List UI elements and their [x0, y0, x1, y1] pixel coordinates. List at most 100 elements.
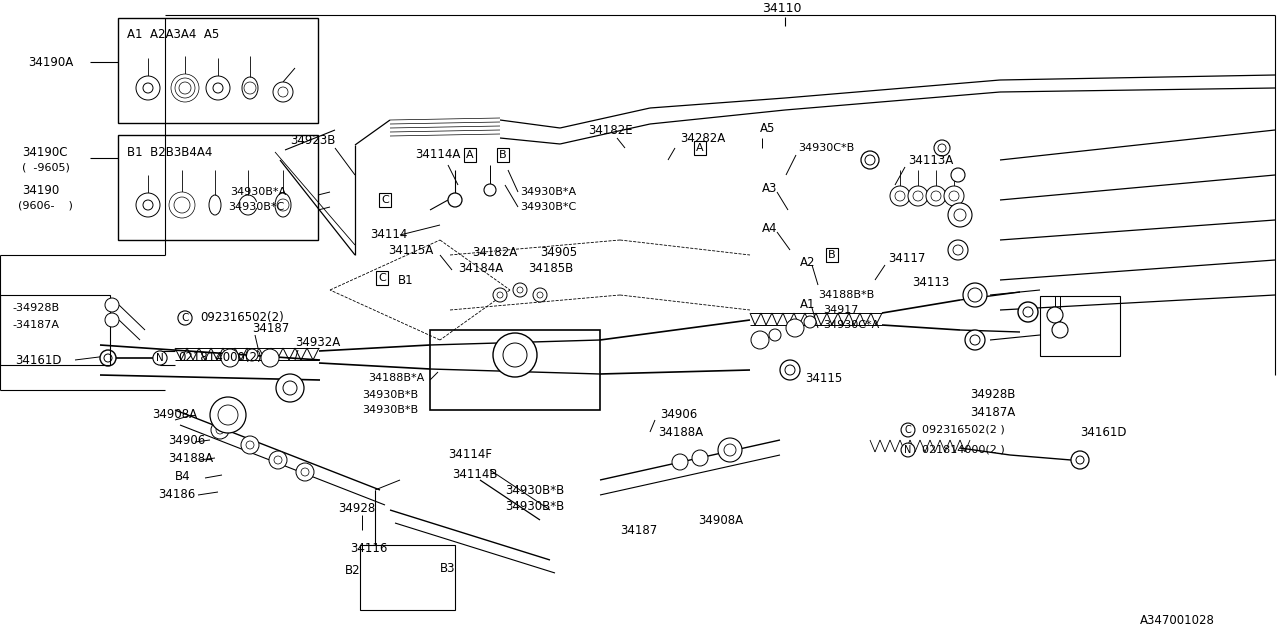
Text: 34190C: 34190C [22, 147, 68, 159]
Text: 092316502(2): 092316502(2) [200, 312, 284, 324]
Text: 34114F: 34114F [448, 449, 492, 461]
Circle shape [261, 349, 279, 367]
Circle shape [301, 468, 308, 476]
Circle shape [1023, 307, 1033, 317]
Circle shape [484, 184, 497, 196]
Text: C: C [381, 195, 389, 205]
Bar [0, 295, 110, 365]
Text: B1  B2B3B4A4: B1 B2B3B4A4 [127, 145, 212, 159]
Text: 34161D: 34161D [15, 353, 61, 367]
Text: 34930B*A: 34930B*A [520, 187, 576, 197]
Text: 34115: 34115 [805, 371, 842, 385]
Bar [118, 135, 317, 240]
Text: B1: B1 [398, 273, 413, 287]
Circle shape [718, 438, 742, 462]
Circle shape [221, 349, 239, 367]
Circle shape [954, 209, 966, 221]
Circle shape [172, 74, 198, 102]
Circle shape [769, 329, 781, 341]
Circle shape [503, 343, 527, 367]
Text: 34184A: 34184A [458, 262, 503, 275]
Text: A1: A1 [800, 298, 815, 312]
Text: 021814000(2): 021814000(2) [178, 351, 261, 365]
Text: -34928B: -34928B [12, 303, 59, 313]
Circle shape [283, 381, 297, 395]
Circle shape [493, 333, 538, 377]
Text: 34930B*B: 34930B*B [506, 483, 564, 497]
Text: 34906: 34906 [660, 408, 698, 422]
Circle shape [175, 78, 195, 98]
Text: 34908A: 34908A [698, 513, 744, 527]
Text: 34114B: 34114B [452, 468, 498, 481]
Text: 34917: 34917 [823, 305, 859, 315]
Text: 34930B*B: 34930B*B [506, 499, 564, 513]
Circle shape [278, 87, 288, 97]
Circle shape [105, 298, 119, 312]
Text: 34928: 34928 [338, 502, 375, 515]
Text: C: C [905, 425, 911, 435]
Text: C: C [182, 313, 188, 323]
Circle shape [276, 374, 305, 402]
Text: 34930C*A: 34930C*A [823, 320, 879, 330]
Text: (9606-    ): (9606- ) [18, 200, 73, 210]
Circle shape [1076, 456, 1084, 464]
Text: 34115A: 34115A [388, 243, 433, 257]
Text: 34190A: 34190A [28, 56, 73, 68]
Circle shape [672, 454, 689, 470]
Text: A: A [696, 143, 704, 153]
Circle shape [948, 191, 959, 201]
Circle shape [692, 450, 708, 466]
Circle shape [954, 245, 963, 255]
Text: A5: A5 [760, 122, 776, 134]
Text: 34932A: 34932A [294, 335, 340, 349]
Circle shape [861, 151, 879, 169]
Circle shape [968, 288, 982, 302]
Text: 34906: 34906 [168, 433, 205, 447]
Circle shape [1071, 451, 1089, 469]
Circle shape [136, 76, 160, 100]
Text: 34188A: 34188A [168, 451, 214, 465]
Circle shape [804, 316, 817, 328]
Circle shape [210, 397, 246, 433]
Circle shape [100, 350, 116, 366]
Circle shape [780, 360, 800, 380]
Text: N: N [156, 353, 164, 363]
Circle shape [276, 199, 289, 211]
Text: -34187A: -34187A [12, 320, 59, 330]
Circle shape [934, 140, 950, 156]
Circle shape [945, 186, 964, 206]
Ellipse shape [209, 195, 221, 215]
Circle shape [1052, 322, 1068, 338]
Text: 34188B*A: 34188B*A [369, 373, 424, 383]
Circle shape [493, 288, 507, 302]
Circle shape [269, 451, 287, 469]
Circle shape [951, 168, 965, 182]
Text: 34182A: 34182A [472, 246, 517, 259]
Circle shape [206, 76, 230, 100]
Circle shape [948, 203, 972, 227]
Text: 34117: 34117 [888, 252, 925, 264]
Text: B: B [499, 150, 507, 160]
Circle shape [724, 444, 736, 456]
Circle shape [212, 83, 223, 93]
Bar [430, 330, 600, 410]
Text: 34114A: 34114A [415, 148, 461, 161]
Ellipse shape [242, 77, 259, 99]
Text: A: A [466, 150, 474, 160]
Circle shape [497, 292, 503, 298]
Text: 092316502(2 ): 092316502(2 ) [922, 425, 1005, 435]
Text: 34113: 34113 [911, 275, 950, 289]
Text: B: B [828, 250, 836, 260]
Circle shape [895, 191, 905, 201]
Circle shape [274, 456, 282, 464]
Text: 34186: 34186 [157, 488, 196, 502]
Text: 021814000(2 ): 021814000(2 ) [922, 445, 1005, 455]
Text: 34187A: 34187A [970, 406, 1015, 419]
Circle shape [970, 335, 980, 345]
Text: 34188A: 34188A [658, 426, 703, 438]
Text: B2: B2 [346, 563, 361, 577]
Circle shape [174, 197, 189, 213]
Bar [360, 545, 454, 610]
Circle shape [244, 82, 256, 94]
Text: A2: A2 [800, 255, 815, 269]
